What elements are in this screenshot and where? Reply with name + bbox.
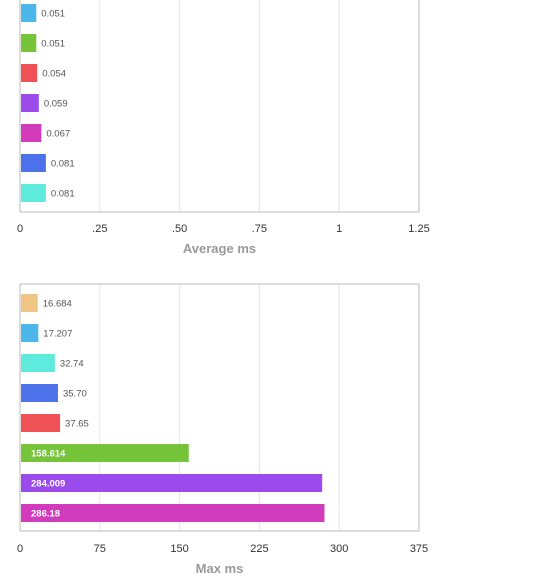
chart2-tick-label: 375 [410,543,428,555]
chart2-bar [21,324,39,342]
chart1-bar-value-label: 0.054 [42,69,66,80]
chart2-bar [21,384,58,402]
chart2-bar-value-label: 284.009 [31,479,65,490]
chart1-bar [21,184,46,202]
chart2-bar [21,504,325,522]
chart1-tick-label: 1 [336,223,342,235]
chart2-bar-value-label: 32.74 [60,359,84,370]
chart2-bar-value-label: 35.70 [63,389,87,400]
chart2-bar [21,354,55,372]
chart1-bar [21,4,37,22]
chart1-bar-value-label: 0.051 [41,39,65,50]
chart2-tick-label: 150 [170,543,188,555]
chart1-bar [21,94,39,112]
chart1-bar [21,64,38,82]
chart1-tick-label: .25 [92,223,107,235]
chart1-tick-label: 1.25 [408,223,429,235]
chart1-bar-value-label: 0.051 [41,9,65,20]
chart2-bar [21,414,61,432]
chart1-tick-label: .50 [172,223,187,235]
chart1-bar-value-label: 0.059 [44,99,68,110]
chart1-bar-value-label: 0.067 [46,129,70,140]
chart2-tick-label: 0 [17,543,23,555]
chart2-tick-label: 75 [94,543,106,555]
chart2-x-axis-title: Max ms [196,561,244,576]
chart2-bar [21,294,38,312]
chart2-tick-label: 225 [250,543,268,555]
chart1-tick-label: .75 [252,223,267,235]
chart2-tick-label: 300 [330,543,348,555]
chart1-bar-value-label: 0.081 [51,159,75,170]
chart1-bar [21,124,42,142]
chart1-bar [21,34,37,52]
chart1-bar [21,154,46,172]
chart2-bar-value-label: 17.207 [43,329,72,340]
chart2-bar-value-label: 16.684 [43,299,72,310]
chart1-bar-value-label: 0.081 [51,189,75,200]
chart1-tick-label: 0 [17,223,23,235]
chart2-bar-value-label: 37.65 [65,419,89,430]
chart1-x-axis-title: Average ms [183,241,256,256]
chart2-bar [21,474,323,492]
chart2-bar-value-label: 286.18 [31,509,60,520]
chart2-bar [21,444,189,462]
chart2-bar-value-label: 158.614 [31,449,66,460]
